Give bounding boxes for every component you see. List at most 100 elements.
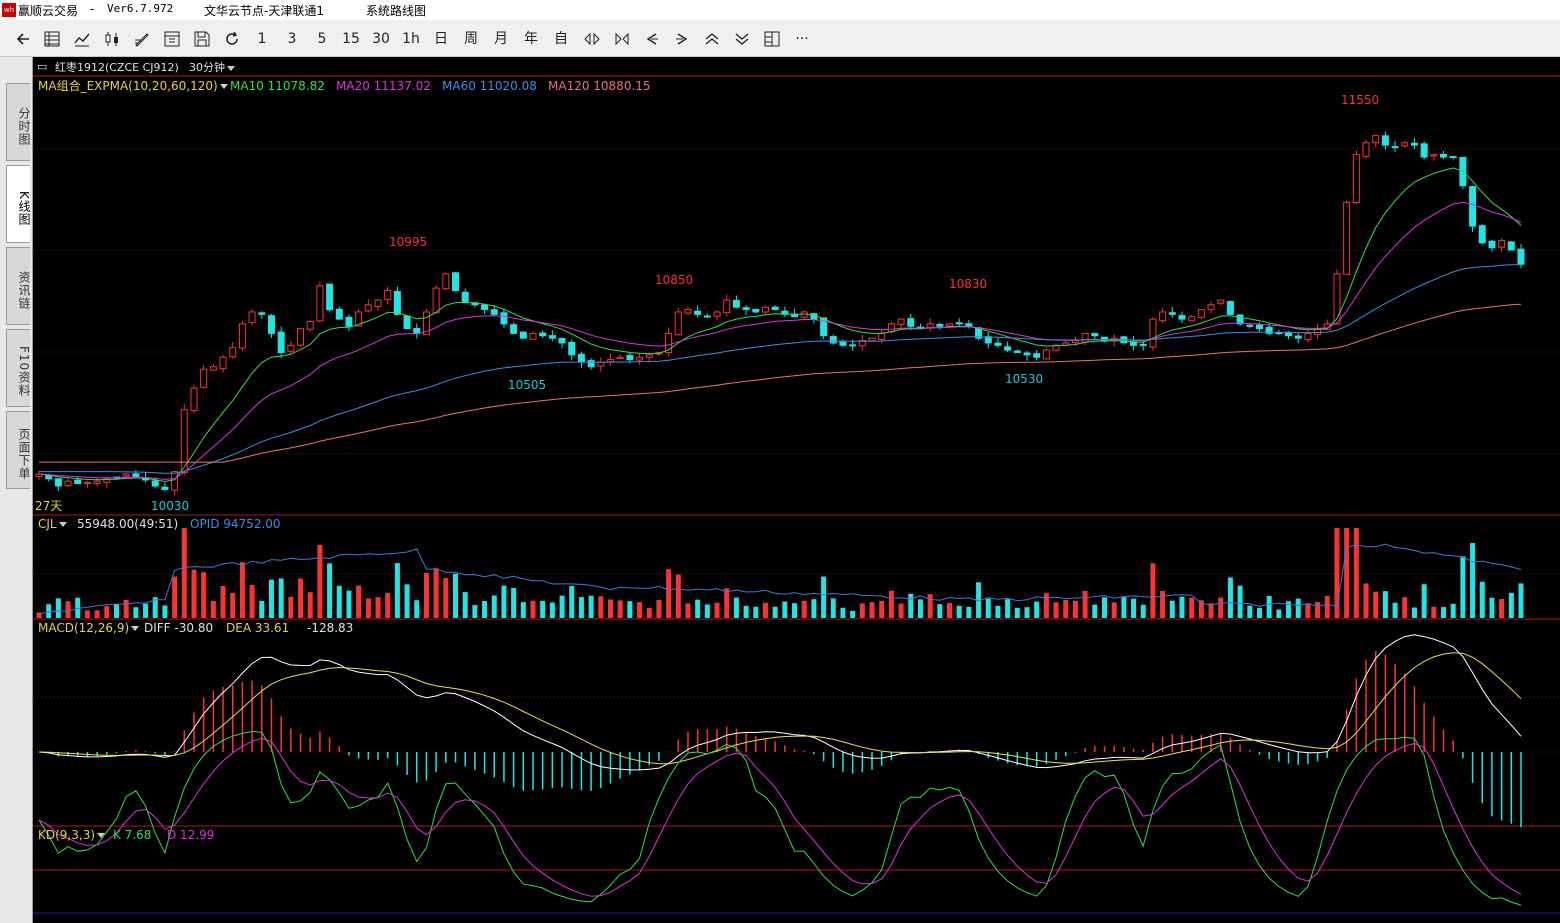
tab-timeshare[interactable]: 分时图 — [6, 83, 31, 161]
period-month[interactable]: 月 — [494, 31, 508, 47]
period-week[interactable]: 周 — [464, 31, 478, 47]
tab-page-order[interactable]: 页面下单 — [6, 411, 31, 489]
candle-body — [723, 299, 731, 314]
volume-bar — [859, 603, 865, 618]
volume-bar — [559, 595, 565, 618]
candle-body — [229, 347, 237, 358]
volume-bar — [627, 601, 633, 618]
candle-body — [1178, 315, 1186, 320]
volume-bar — [1237, 585, 1243, 618]
volume-bar — [1489, 597, 1495, 618]
candle-body — [897, 318, 905, 326]
left-icon[interactable] — [641, 28, 663, 50]
volume-bar — [501, 585, 507, 618]
candle-body — [1217, 299, 1225, 304]
zoom-out-icon[interactable] — [611, 28, 633, 50]
volume-bar — [1421, 584, 1427, 618]
candle-body — [955, 322, 963, 325]
line-chart-icon[interactable] — [71, 28, 93, 50]
volume-bar — [637, 602, 643, 618]
tab-f10[interactable]: F10资料 — [6, 329, 31, 407]
period-1m[interactable]: 1 — [257, 31, 267, 47]
volume-bar — [375, 597, 381, 618]
period-custom[interactable]: 自 — [554, 31, 568, 47]
draw-icon[interactable] — [131, 28, 153, 50]
kd-k-line — [38, 730, 1522, 906]
candle-body — [422, 311, 430, 336]
down-icon[interactable] — [731, 28, 753, 50]
candle-body — [694, 310, 702, 315]
period-selector[interactable]: 30分钟 — [189, 61, 235, 75]
up-icon[interactable] — [701, 28, 723, 50]
tab-news-chain[interactable]: 资讯链 — [6, 247, 31, 325]
volume-bar — [259, 600, 265, 618]
volume-bar — [733, 597, 739, 618]
volume-bar — [1063, 599, 1069, 618]
volume-bar — [220, 585, 226, 618]
volume-bar — [113, 604, 119, 618]
period-5m[interactable]: 5 — [317, 31, 327, 47]
volume-bar — [191, 569, 197, 618]
candle-body — [1488, 240, 1496, 249]
f10-icon[interactable] — [161, 28, 183, 50]
candle-body — [461, 291, 469, 303]
candle-body — [936, 323, 944, 327]
candle-body — [1372, 135, 1380, 144]
candle-body — [64, 480, 72, 487]
tab-kline[interactable]: K线图 — [6, 165, 31, 243]
macd-diff-line — [38, 634, 1522, 771]
period-15m[interactable]: 15 — [342, 31, 360, 47]
volume-bar — [743, 605, 749, 618]
quote-list-icon[interactable] — [41, 28, 63, 50]
chevron-down-icon — [219, 84, 228, 89]
candle-body — [277, 331, 285, 353]
candle-body — [1013, 350, 1021, 353]
candle-body — [1507, 241, 1515, 251]
period-1h[interactable]: 1h — [402, 31, 420, 47]
low-mark-10530: 10530 — [1005, 372, 1044, 386]
period-day[interactable]: 日 — [434, 31, 448, 47]
main-indicator-selector[interactable]: MA组合_EXPMA(10,20,60,120) — [38, 79, 228, 93]
zoom-in-icon[interactable] — [581, 28, 603, 50]
candle-body — [1430, 154, 1438, 157]
volume-bar — [1208, 603, 1214, 618]
volume-bar — [433, 568, 439, 618]
candle-body — [946, 323, 954, 327]
back-icon[interactable] — [12, 28, 34, 50]
volume-bar — [511, 588, 517, 618]
period-year[interactable]: 年 — [524, 31, 538, 47]
volume-bar — [404, 584, 410, 618]
volume-bar — [792, 603, 798, 618]
candle-body — [1333, 273, 1341, 325]
candle-body — [761, 306, 769, 313]
volume-bar — [1227, 577, 1233, 618]
candle-body — [606, 359, 614, 363]
candle-body — [1469, 186, 1477, 227]
candle-body — [122, 473, 130, 477]
volume-bar — [1373, 591, 1379, 618]
chart-canvas[interactable] — [33, 57, 1560, 923]
main-indicator-label: MA组合_EXPMA(10,20,60,120) — [38, 79, 218, 93]
system-menu[interactable]: 系统路线图 — [366, 4, 427, 18]
macd-indicator-selector[interactable]: MACD(12,26,9) — [38, 621, 140, 635]
volume-bar — [1334, 528, 1340, 618]
candle-body — [364, 304, 372, 312]
refresh-icon[interactable] — [221, 28, 243, 50]
layout-icon[interactable] — [761, 28, 783, 50]
volume-bar — [1315, 602, 1321, 618]
volume-bar — [75, 597, 81, 618]
volume-bar — [1276, 609, 1282, 618]
more-icon[interactable]: ··· — [795, 31, 809, 47]
kline-chart[interactable]: ▭ 红枣1912(CZCE CJ912) 30分钟 MA组合_EXPMA(10,… — [33, 57, 1560, 923]
candle-body — [1100, 336, 1108, 342]
period-3m[interactable]: 3 — [287, 31, 297, 47]
volume-bar — [772, 606, 778, 618]
menu-lines-icon[interactable]: ▭ — [37, 60, 48, 73]
vol-indicator-selector[interactable]: CJL — [38, 517, 67, 531]
right-icon[interactable] — [671, 28, 693, 50]
kline-icon[interactable] — [101, 28, 123, 50]
volume-bar — [414, 600, 420, 618]
kd-indicator-selector[interactable]: KD(9,3,3) — [38, 828, 106, 842]
period-30m[interactable]: 30 — [372, 31, 390, 47]
save-icon[interactable] — [191, 28, 213, 50]
